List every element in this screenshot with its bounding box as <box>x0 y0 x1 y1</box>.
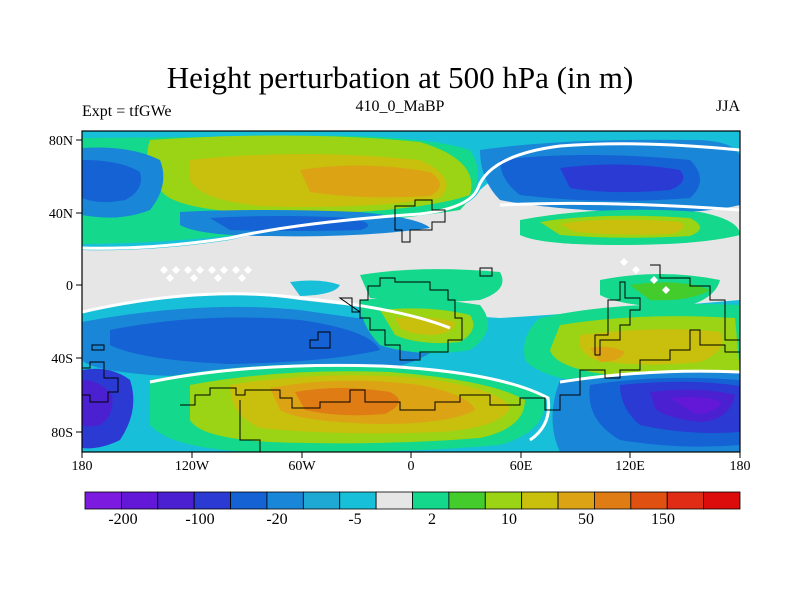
colorbar-swatch <box>412 491 450 510</box>
colorbar-swatch <box>84 491 122 510</box>
zero-contour-south <box>82 292 451 330</box>
colorbar-swatch <box>594 491 632 510</box>
experiment-label: Expt = tfGWe <box>82 103 172 120</box>
x-tick-label: 60W <box>288 459 316 474</box>
colorbar-labels: -200 -100 -20 -5 2 10 50 150 <box>108 511 675 528</box>
colorbar-swatch <box>339 491 377 510</box>
colorbar-swatch <box>703 491 741 510</box>
colorbar <box>84 491 741 510</box>
season-label: JJA <box>715 98 740 115</box>
colorbar-label: -200 <box>108 511 137 528</box>
y-axis-labels: 80N 40N 0 40S 80S <box>49 134 73 441</box>
colorbar-swatch <box>120 491 159 510</box>
colorbar-swatch <box>375 491 413 510</box>
colorbar-swatch <box>448 491 486 510</box>
south-hemisphere-contours <box>82 294 740 452</box>
colorbar-swatch <box>230 491 268 510</box>
equatorial-stipple <box>160 258 670 294</box>
x-tick-label: 60E <box>510 459 533 474</box>
colorbar-label: 2 <box>428 511 436 528</box>
colorbar-swatch <box>302 491 341 510</box>
x-tick-label: 180 <box>730 459 751 474</box>
x-tick-label: 180 <box>72 459 93 474</box>
y-tick-label: 40S <box>51 352 73 367</box>
zero-contour-north-2 <box>499 201 740 212</box>
y-tick-label: 0 <box>66 279 73 294</box>
figure-title: Height perturbation at 500 hPa (in m) <box>166 60 634 95</box>
period-label: 410_0_MaBP <box>355 98 445 115</box>
coastlines <box>82 199 740 452</box>
colorbar-swatch <box>630 491 668 510</box>
x-tick-label: 120W <box>175 459 210 474</box>
y-tick-label: 80N <box>49 134 73 149</box>
colorbar-swatch <box>484 491 523 510</box>
colorbar-label: 50 <box>578 511 594 528</box>
colorbar-swatch <box>266 491 304 510</box>
y-tick-label: 80S <box>51 426 73 441</box>
tick-marks <box>76 139 741 458</box>
colorbar-swatch <box>666 491 705 510</box>
colorbar-swatch <box>521 491 559 510</box>
colorbar-swatch <box>193 491 231 510</box>
colorbar-label: 150 <box>651 511 675 528</box>
x-tick-label: 0 <box>408 459 415 474</box>
colorbar-label: 10 <box>501 511 517 528</box>
colorbar-label: -20 <box>266 511 287 528</box>
x-tick-label: 120E <box>615 459 645 474</box>
colorbar-label: -100 <box>185 511 214 528</box>
zero-contour-south-3 <box>559 369 740 384</box>
x-axis-labels: 180 120W 60W 0 60E 120E 180 <box>72 459 751 474</box>
contour-field <box>82 131 740 452</box>
colorbar-label: -5 <box>348 511 361 528</box>
colorbar-swatch <box>157 491 195 510</box>
colorbar-swatch <box>557 491 595 510</box>
y-tick-label: 40N <box>49 207 73 222</box>
zero-contour-north <box>82 142 740 250</box>
zero-contour-south-2 <box>149 363 551 442</box>
